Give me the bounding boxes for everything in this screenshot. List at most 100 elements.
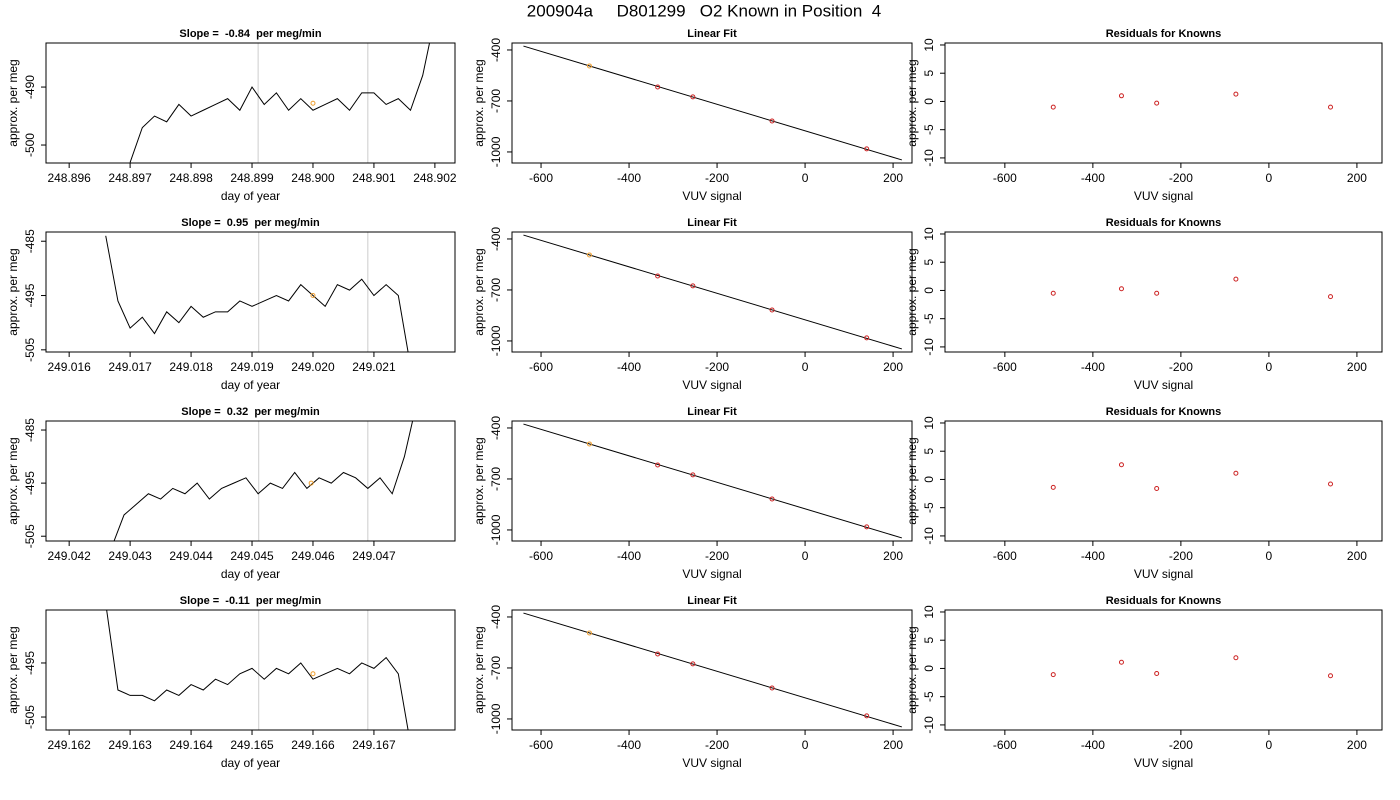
- x-tick-label: 200: [1347, 549, 1367, 563]
- point: [1233, 655, 1239, 661]
- y-tick-label: -5: [922, 313, 936, 324]
- y-axis-label: approx. per meg: [905, 59, 919, 146]
- x-tick-label: -400: [617, 738, 641, 752]
- plot-area: [523, 45, 903, 161]
- data-line: [129, 43, 431, 163]
- x-tick-label: 248.898: [169, 171, 213, 185]
- point: [1328, 294, 1334, 300]
- panel: Linear Fit VUV signal approx. per meg -600 -…: [472, 217, 913, 392]
- x-axis-label: VUV signal: [1134, 189, 1193, 203]
- point: [690, 472, 696, 478]
- point: [1050, 290, 1056, 296]
- panel: Slope = 0.95 per meg/min day of year appro…: [6, 217, 456, 392]
- point: [655, 273, 661, 279]
- y-tick-label: -495: [23, 471, 37, 495]
- panel-title: Residuals for Knowns: [1106, 28, 1222, 40]
- x-tick-label: -200: [705, 171, 729, 185]
- x-tick-label: 0: [1266, 738, 1273, 752]
- plot-area: [113, 421, 414, 541]
- x-tick-label: 0: [802, 738, 809, 752]
- y-axis-label: approx. per meg: [6, 59, 20, 146]
- x-tick-label: -400: [617, 549, 641, 563]
- y-tick-label: -1000: [489, 514, 503, 545]
- x-tick-label: 249.162: [47, 738, 91, 752]
- panel-title: Slope = 0.95 per meg/min: [181, 217, 320, 229]
- x-tick-label: -200: [705, 549, 729, 563]
- panel: Slope = -0.11 per meg/min day of year appr…: [6, 595, 456, 770]
- x-tick-label: 249.019: [230, 360, 274, 374]
- x-tick-label: -600: [993, 549, 1017, 563]
- x-tick-label: 249.020: [291, 360, 335, 374]
- y-axis-label: approx. per meg: [6, 626, 20, 713]
- x-tick-label: 249.045: [230, 549, 274, 563]
- x-tick-label: -400: [1081, 549, 1105, 563]
- y-tick-label: -700: [489, 89, 503, 113]
- y-tick-label: 0: [922, 98, 936, 105]
- y-tick-label: 10: [922, 227, 936, 241]
- x-tick-label: -600: [993, 360, 1017, 374]
- y-tick-label: 10: [922, 416, 936, 430]
- y-axis-label: approx. per meg: [905, 248, 919, 335]
- x-tick-label: 0: [802, 171, 809, 185]
- x-tick-label: 248.902: [413, 171, 457, 185]
- point: [655, 651, 661, 657]
- data-line: [113, 421, 414, 541]
- x-tick-label: 249.163: [108, 738, 152, 752]
- x-tick-label: 248.897: [108, 171, 152, 185]
- panel: Linear Fit VUV signal approx. per meg -600 -…: [472, 406, 913, 581]
- x-tick-label: 249.042: [47, 549, 91, 563]
- x-axis-label: VUV signal: [682, 378, 741, 392]
- plot-frame: [45, 42, 456, 164]
- panel: Residuals for Knowns VUV signal approx. pe…: [905, 595, 1383, 770]
- point: [1050, 104, 1056, 110]
- x-tick-label: 248.900: [291, 171, 335, 185]
- highlight-point: [308, 480, 314, 486]
- x-tick-label: 249.016: [47, 360, 91, 374]
- fit-line: [523, 423, 903, 539]
- plot-frame: [45, 420, 456, 542]
- x-tick-label: 200: [883, 171, 903, 185]
- plot-area: [1050, 276, 1334, 300]
- y-tick-label: 5: [922, 259, 936, 266]
- x-tick-label: 249.046: [291, 549, 335, 563]
- x-tick-label: 248.896: [47, 171, 91, 185]
- x-tick-label: 0: [1266, 360, 1273, 374]
- point: [586, 441, 592, 447]
- y-axis-label: approx. per meg: [905, 437, 919, 524]
- y-axis-label: approx. per meg: [6, 248, 20, 335]
- fit-line: [523, 612, 903, 728]
- x-tick-label: -600: [993, 738, 1017, 752]
- plot-area: [1050, 655, 1334, 679]
- point: [655, 84, 661, 90]
- y-tick-label: -400: [489, 416, 503, 440]
- y-tick-label: -495: [23, 651, 37, 675]
- point: [1154, 671, 1160, 677]
- point: [769, 307, 775, 313]
- panel: Slope = -0.84 per meg/min day of year appr…: [6, 28, 457, 203]
- y-axis-label: approx. per meg: [905, 626, 919, 713]
- x-tick-label: -200: [1169, 171, 1193, 185]
- panel: Linear Fit VUV signal approx. per meg -600 -…: [472, 595, 913, 770]
- point: [864, 146, 870, 152]
- point: [1050, 484, 1056, 490]
- point: [1154, 485, 1160, 491]
- x-tick-label: -200: [705, 360, 729, 374]
- panel: Residuals for Knowns VUV signal approx. pe…: [905, 28, 1383, 203]
- x-tick-label: 200: [1347, 171, 1367, 185]
- x-tick-label: 249.044: [169, 549, 213, 563]
- plot-frame: [45, 609, 456, 731]
- y-tick-label: -10: [922, 149, 936, 167]
- y-tick-label: -10: [922, 527, 936, 545]
- x-tick-label: 248.901: [352, 171, 396, 185]
- point: [586, 63, 592, 69]
- x-tick-label: -600: [529, 171, 553, 185]
- fit-line: [523, 45, 903, 161]
- y-tick-label: -5: [922, 691, 936, 702]
- y-tick-label: -485: [23, 229, 37, 253]
- plot-area: [523, 612, 903, 728]
- y-tick-label: -1000: [489, 325, 503, 356]
- x-tick-label: -400: [1081, 738, 1105, 752]
- y-tick-label: -5: [922, 124, 936, 135]
- point: [1118, 462, 1124, 468]
- x-tick-label: 249.021: [352, 360, 396, 374]
